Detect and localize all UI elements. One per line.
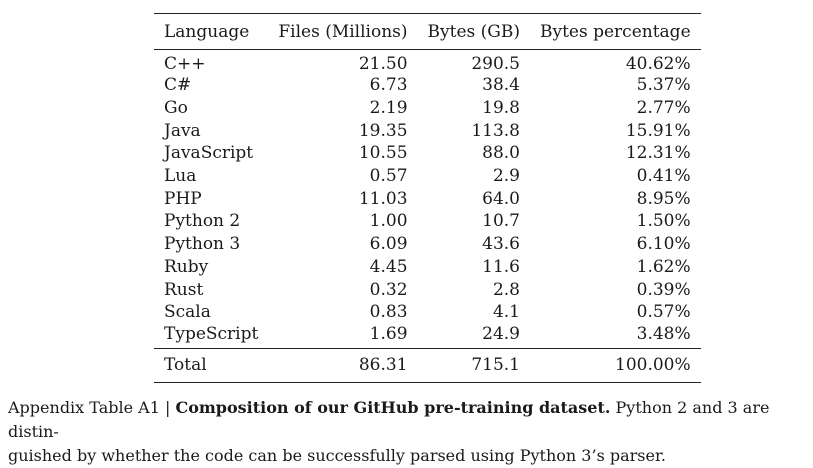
- caption-text-line-1: Python 2 and 3 are distin-: [8, 398, 770, 441]
- table-row: JavaScript 10.55 88.0 12.31%: [154, 142, 701, 165]
- cell-percentage: 12.31%: [625, 143, 691, 164]
- cell-files: 21.50: [358, 54, 408, 74]
- cell-language: JavaScript: [164, 143, 254, 164]
- cell-percentage: 0.39%: [636, 279, 691, 300]
- cell-files: 0.32: [369, 279, 408, 300]
- header-files: Files (Millions): [268, 13, 418, 50]
- total-bytes: 715.1: [417, 347, 530, 383]
- cell-bytes: 19.8: [482, 98, 520, 119]
- cell-percentage: 2.77%: [636, 98, 691, 119]
- header-language: Language: [154, 13, 269, 50]
- header-bytes-percentage: Bytes percentage: [530, 13, 701, 50]
- cell-files: 0.83: [369, 302, 408, 323]
- table-row: Python 3 6.09 43.6 6.10%: [154, 233, 701, 256]
- cell-language: Java: [164, 120, 201, 141]
- table-header-row: Language Files (Millions) Bytes (GB) Byt…: [154, 13, 701, 50]
- cell-language: Python 2: [164, 211, 241, 232]
- cell-percentage: 1.50%: [636, 211, 691, 232]
- dataset-composition-table: Language Files (Millions) Bytes (GB) Byt…: [154, 13, 701, 383]
- table-row: Java 19.35 113.8 15.91%: [154, 119, 701, 142]
- caption-title: Composition of our GitHub pre-training d…: [175, 398, 611, 417]
- cell-percentage: 0.57%: [636, 302, 691, 323]
- dataset-composition-table-container: Language Files (Millions) Bytes (GB) Byt…: [154, 13, 701, 383]
- cell-percentage: 8.95%: [636, 188, 691, 209]
- cell-language: Scala: [164, 302, 211, 323]
- cell-bytes: 64.0: [482, 188, 520, 209]
- cell-files: 10.55: [358, 143, 408, 164]
- cell-bytes: 4.1: [492, 302, 520, 323]
- cell-percentage: 1.62%: [636, 256, 691, 277]
- cell-bytes: 88.0: [482, 143, 520, 164]
- table-caption: Appendix Table A1 | Composition of our G…: [8, 396, 808, 468]
- cell-language: C#: [164, 75, 192, 96]
- cell-language: TypeScript: [164, 323, 259, 344]
- table-total-row: Total 86.31 715.1 100.00%: [154, 347, 701, 383]
- table-row: Lua 0.57 2.9 0.41%: [154, 165, 701, 188]
- cell-percentage: 0.41%: [636, 166, 691, 187]
- cell-bytes: 290.5: [471, 54, 520, 74]
- cell-language: Go: [164, 98, 188, 119]
- cell-files: 1.00: [369, 211, 408, 232]
- total-percentage: 100.00%: [530, 347, 701, 383]
- cell-percentage: 3.48%: [636, 323, 691, 344]
- cell-language: Rust: [164, 279, 204, 300]
- cell-files: 19.35: [358, 120, 408, 141]
- table-row: Go 2.19 19.8 2.77%: [154, 97, 701, 120]
- cell-bytes: 38.4: [482, 75, 520, 96]
- header-bytes: Bytes (GB): [417, 13, 530, 50]
- cell-bytes: 43.6: [482, 234, 520, 255]
- cell-bytes: 113.8: [471, 120, 520, 141]
- table-row: Ruby 4.45 11.6 1.62%: [154, 256, 701, 279]
- caption-line-1: Appendix Table A1 | Composition of our G…: [8, 396, 808, 444]
- table-row: Rust 0.32 2.8 0.39%: [154, 278, 701, 301]
- table-row: PHP 11.03 64.0 8.95%: [154, 187, 701, 210]
- table-row: Python 2 1.00 10.7 1.50%: [154, 210, 701, 233]
- cell-percentage: 6.10%: [636, 234, 691, 255]
- cell-bytes: 11.6: [482, 256, 520, 277]
- cell-language: Ruby: [164, 256, 209, 277]
- cell-files: 1.69: [369, 323, 408, 344]
- total-files: 86.31: [268, 347, 418, 383]
- table-body: C++ 21.50 290.5 40.62% C# 6.73 38.4 5.37…: [154, 50, 701, 349]
- cell-language: PHP: [164, 188, 202, 209]
- cell-files: 2.19: [369, 98, 408, 119]
- cell-bytes: 2.9: [492, 166, 520, 187]
- cell-bytes: 24.9: [482, 323, 520, 344]
- cell-language: Python 3: [164, 234, 241, 255]
- cell-files: 6.73: [369, 75, 408, 96]
- cell-files: 4.45: [369, 256, 408, 277]
- table-row: C# 6.73 38.4 5.37%: [154, 74, 701, 97]
- cell-language: C++: [164, 54, 206, 74]
- cell-files: 6.09: [369, 234, 408, 255]
- cell-percentage: 5.37%: [636, 75, 691, 96]
- cell-bytes: 10.7: [482, 211, 520, 232]
- cell-files: 0.57: [369, 166, 408, 187]
- cell-percentage: 15.91%: [625, 120, 691, 141]
- caption-line-2: guished by whether the code can be succe…: [8, 446, 666, 465]
- cell-files: 11.03: [358, 188, 408, 209]
- cell-bytes: 2.8: [492, 279, 520, 300]
- table-row: TypeScript 1.69 24.9 3.48%: [154, 324, 701, 349]
- cell-percentage: 40.62%: [625, 54, 691, 74]
- total-label: Total: [154, 347, 269, 383]
- table-row: Scala 0.83 4.1 0.57%: [154, 301, 701, 324]
- cell-language: Lua: [164, 166, 197, 187]
- table-row: C++ 21.50 290.5 40.62%: [154, 50, 701, 74]
- caption-label: Appendix Table A1 |: [8, 398, 176, 417]
